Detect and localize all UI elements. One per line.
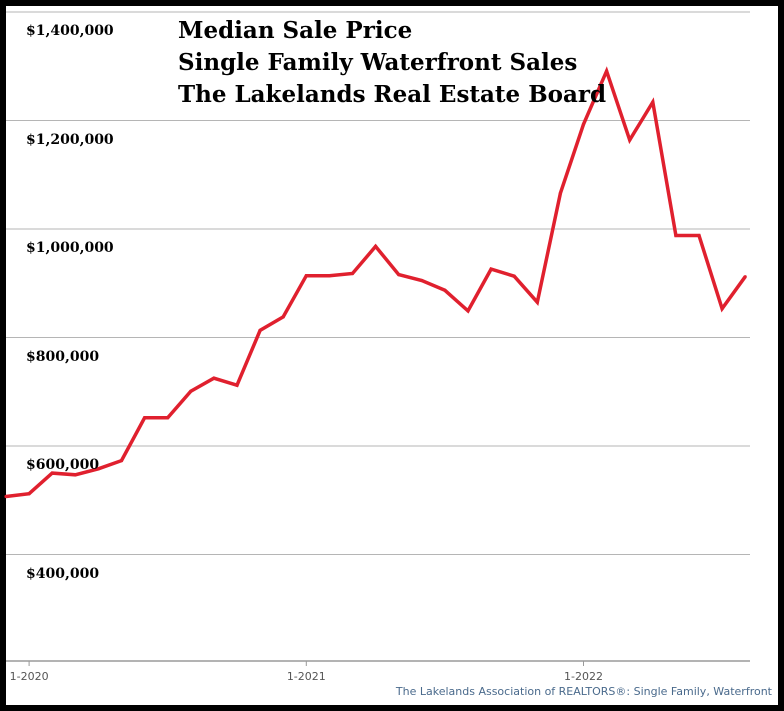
data-point-6-2022 [697, 233, 701, 238]
data-point-9-2021 [489, 267, 493, 271]
x-tick-label-2: 1-2022 [564, 670, 603, 683]
data-point-7-2020 [166, 416, 170, 420]
chart-title-line-2: Single Family Waterfront Sales [178, 49, 578, 76]
data-point-2-2021 [327, 274, 331, 278]
data-point-11-2021 [535, 300, 539, 304]
data-point-9-2020 [212, 376, 216, 380]
data-point-8-2022 [743, 275, 747, 279]
data-point-3-2021 [350, 271, 355, 276]
chart-title-line-3: The Lakelands Real Estate Board [178, 81, 607, 108]
data-point-3-2022 [628, 138, 632, 142]
data-point-2-2022 [605, 69, 609, 73]
data-point-12-2019 [4, 494, 8, 499]
data-point-4-2020 [96, 467, 100, 471]
x-tick-label-0: 1-2020 [9, 670, 49, 683]
y-tick-label-4: $1,200,000 [26, 131, 114, 148]
data-point-5-2021 [397, 273, 401, 277]
data-point-6-2020 [143, 416, 147, 420]
y-tick-label-1: $600,000 [26, 457, 100, 473]
y-tick-label-5: $1,400,000 [26, 23, 114, 39]
y-tick-label-2: $800,000 [26, 348, 100, 365]
data-point-7-2022 [720, 307, 724, 311]
data-point-1-2022 [581, 122, 586, 126]
data-point-12-2021 [558, 191, 563, 195]
data-point-4-2022 [651, 100, 655, 104]
data-point-7-2021 [443, 288, 447, 292]
data-point-8-2021 [466, 309, 470, 313]
data-point-6-2021 [420, 278, 424, 283]
y-tick-label-3: $1,000,000 [26, 240, 114, 256]
x-tick-label-1: 1-2021 [286, 670, 326, 683]
data-point-10-2021 [512, 274, 516, 278]
source-caption: The Lakelands Association of REALTORS®: … [395, 685, 772, 698]
data-point-1-2021 [304, 274, 308, 278]
data-point-10-2020 [235, 383, 239, 387]
data-point-3-2020 [73, 473, 77, 477]
data-point-2-2020 [50, 471, 54, 475]
data-point-1-2020 [27, 492, 31, 496]
data-point-5-2020 [119, 459, 124, 463]
data-point-5-2022 [674, 233, 678, 238]
data-point-8-2020 [189, 389, 193, 393]
chart-title-line-1: Median Sale Price [178, 17, 413, 44]
y-tick-label-0: $400,000 [26, 565, 100, 582]
data-point-12-2020 [281, 315, 285, 319]
plot-area [6, 6, 778, 705]
data-point-4-2021 [374, 244, 378, 248]
series-line-0 [5, 66, 747, 499]
data-point-11-2020 [258, 328, 262, 332]
